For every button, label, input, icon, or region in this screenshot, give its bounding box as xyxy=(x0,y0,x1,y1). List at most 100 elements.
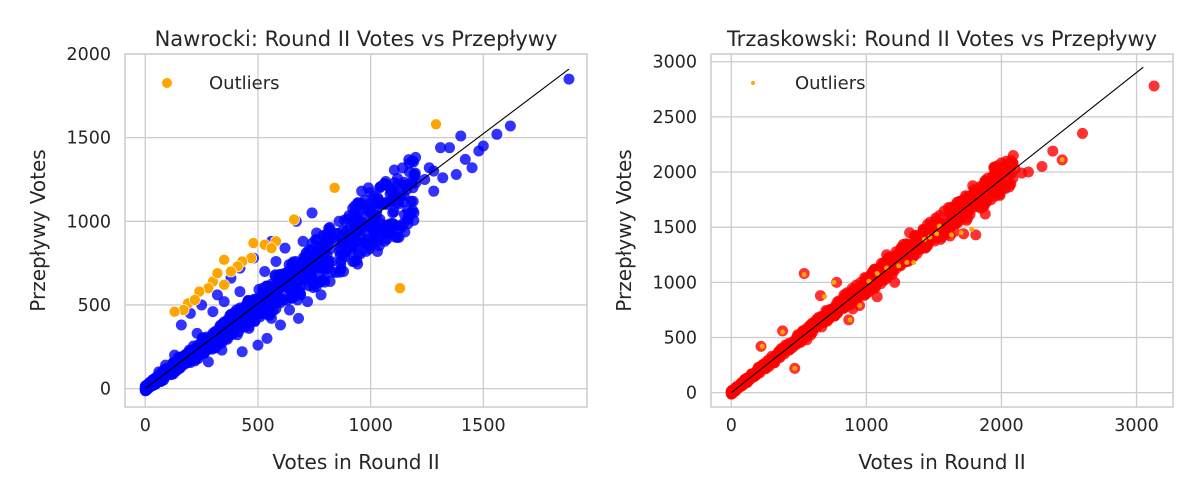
data-point xyxy=(306,207,318,219)
outlier-point xyxy=(218,253,230,266)
data-point xyxy=(343,210,355,222)
data-point xyxy=(166,368,178,380)
data-point xyxy=(860,282,872,294)
outlier-point xyxy=(948,232,954,238)
data-point xyxy=(491,128,503,140)
data-point xyxy=(405,195,417,207)
plot-frame xyxy=(124,53,588,408)
x-tick-label: 0 xyxy=(140,416,151,436)
data-point xyxy=(302,296,314,308)
data-point xyxy=(191,327,203,339)
x-tick-label: 1000 xyxy=(348,416,393,436)
data-point xyxy=(365,202,377,214)
data-point xyxy=(313,257,325,269)
x-axis-label: Votes in Round II xyxy=(858,450,1025,474)
data-point xyxy=(1036,161,1048,173)
data-point xyxy=(322,231,334,243)
outlier-point xyxy=(189,294,201,306)
data-point xyxy=(297,235,309,247)
data-point xyxy=(952,199,964,211)
y-axis-label: Przepływy Votes xyxy=(612,149,636,311)
outlier-point xyxy=(874,271,880,277)
data-point xyxy=(904,227,916,239)
data-point xyxy=(419,173,431,185)
data-point xyxy=(403,166,415,178)
data-point xyxy=(259,265,271,277)
data-point xyxy=(410,151,422,163)
data-point xyxy=(275,276,287,288)
x-tick-label: 500 xyxy=(241,416,274,436)
outlier-point xyxy=(1059,157,1065,163)
data-point xyxy=(331,235,343,247)
y-tick-label: 2000 xyxy=(652,163,697,183)
data-point xyxy=(175,319,187,331)
data-point xyxy=(263,284,275,296)
data-point xyxy=(146,374,158,386)
data-point xyxy=(220,332,232,344)
data-point xyxy=(979,208,991,220)
data-point xyxy=(207,306,219,318)
data-point xyxy=(324,276,336,288)
y-tick-label: 0 xyxy=(686,384,697,404)
data-point xyxy=(990,188,1002,200)
x-tick-label: 1000 xyxy=(844,416,889,436)
data-point xyxy=(218,319,230,331)
data-point xyxy=(1047,145,1059,157)
outlier-point xyxy=(168,305,181,318)
outlier-point xyxy=(911,259,917,265)
data-point xyxy=(450,168,462,180)
reference-line xyxy=(144,68,570,390)
data-point xyxy=(236,346,248,358)
data-point xyxy=(563,73,575,85)
data-point xyxy=(265,312,277,324)
y-tick-label: 2000 xyxy=(66,45,111,65)
outlier-point xyxy=(801,272,807,278)
data-point xyxy=(410,177,422,189)
data-point xyxy=(871,291,883,303)
data-point xyxy=(801,334,813,346)
data-point xyxy=(388,164,400,176)
outlier-point xyxy=(927,234,933,240)
outlier-point xyxy=(780,329,786,335)
y-axis-label: Przepływy Votes xyxy=(26,149,50,311)
data-point xyxy=(346,241,358,253)
data-point xyxy=(1076,127,1088,139)
x-tick-labels: 0 500 1000 1500 xyxy=(140,416,506,436)
data-point xyxy=(360,214,372,226)
outlier-point xyxy=(328,182,341,194)
y-tick-label: 1500 xyxy=(66,129,111,149)
data-point xyxy=(279,242,291,254)
data-point xyxy=(752,361,764,373)
legend: Outliers xyxy=(162,73,280,94)
data-point xyxy=(779,339,791,351)
data-point xyxy=(305,267,317,279)
data-point xyxy=(275,319,287,331)
legend-outliers-marker xyxy=(751,81,755,85)
outlier-point xyxy=(211,267,224,279)
reference-line-layer xyxy=(144,68,570,390)
data-point xyxy=(383,222,395,234)
data-point xyxy=(202,356,214,368)
data-point xyxy=(229,311,241,323)
x-tick-labels: 0 1000 2000 3000 xyxy=(726,416,1159,436)
outlier-point xyxy=(904,259,910,265)
outlier-point xyxy=(759,343,765,349)
plot-frame xyxy=(710,53,1174,408)
data-point xyxy=(989,167,1001,179)
data-point xyxy=(311,227,323,239)
reference-line-layer xyxy=(730,66,1144,394)
grid-lines xyxy=(711,54,1173,407)
y-tick-labels: 0 500 1000 1500 2000 2500 3000 xyxy=(652,53,697,404)
outlier-point xyxy=(831,279,837,285)
data-point xyxy=(349,219,361,231)
outlier-point xyxy=(847,317,853,323)
data-point xyxy=(820,309,832,321)
data-point xyxy=(746,368,758,380)
data-point xyxy=(252,339,264,351)
data-point xyxy=(169,349,181,361)
data-point xyxy=(455,130,467,142)
data-point xyxy=(293,312,305,324)
data-point xyxy=(504,120,516,132)
data-point xyxy=(869,282,881,294)
